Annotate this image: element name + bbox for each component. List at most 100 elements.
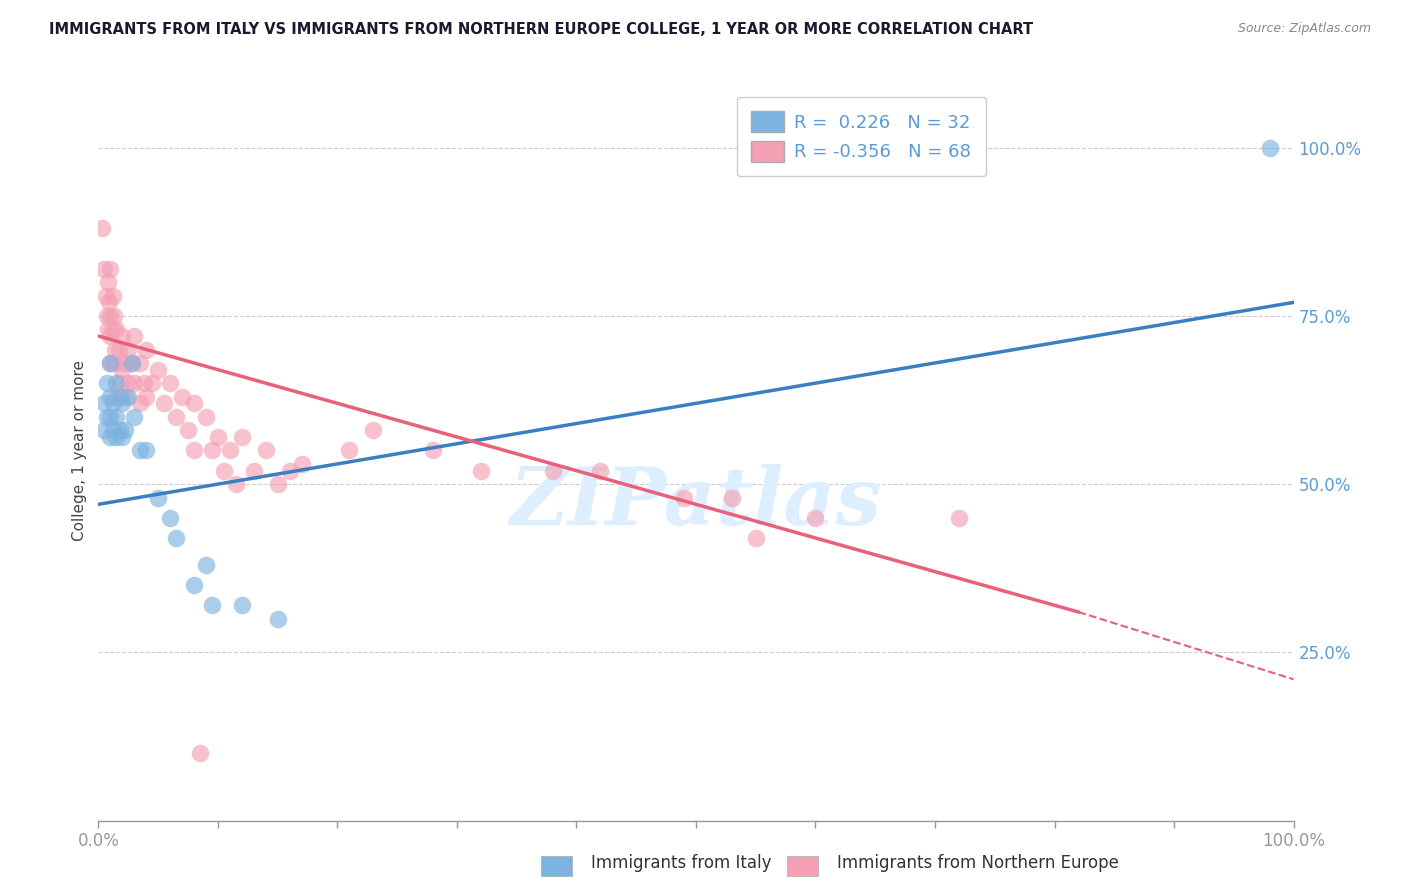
Point — [201, 443, 224, 458]
Point — [129, 356, 152, 370]
Point — [291, 457, 314, 471]
Point — [101, 423, 124, 437]
Point — [101, 396, 124, 410]
Point — [108, 423, 131, 437]
Point — [98, 295, 121, 310]
Point — [94, 288, 117, 302]
Point — [148, 491, 170, 505]
Point — [117, 343, 139, 357]
Point — [124, 329, 146, 343]
Point — [207, 430, 229, 444]
Point — [97, 275, 120, 289]
Point — [105, 430, 128, 444]
Point — [117, 376, 139, 391]
Text: Immigrants from Northern Europe: Immigrants from Northern Europe — [837, 855, 1118, 872]
Text: IMMIGRANTS FROM ITALY VS IMMIGRANTS FROM NORTHERN EUROPE COLLEGE, 1 YEAR OR MORE: IMMIGRANTS FROM ITALY VS IMMIGRANTS FROM… — [49, 22, 1033, 37]
Point — [96, 309, 118, 323]
Legend: R =  0.226   N = 32, R = -0.356   N = 68: R = 0.226 N = 32, R = -0.356 N = 68 — [737, 96, 986, 177]
Point — [129, 396, 152, 410]
Point — [114, 390, 136, 404]
Point — [278, 464, 301, 478]
Point — [117, 390, 139, 404]
Point — [108, 390, 131, 404]
Point — [105, 390, 128, 404]
Point — [225, 477, 247, 491]
Point — [132, 376, 155, 391]
Point — [105, 356, 128, 370]
Point — [177, 423, 200, 437]
Point — [159, 510, 181, 524]
Point — [267, 477, 290, 491]
Text: ZIPatlas: ZIPatlas — [510, 464, 882, 541]
Y-axis label: College, 1 year or more: College, 1 year or more — [72, 360, 87, 541]
Point — [103, 309, 125, 323]
Point — [219, 443, 242, 458]
Point — [195, 409, 218, 424]
Point — [1258, 140, 1281, 154]
Point — [745, 531, 768, 545]
Point — [105, 376, 128, 391]
Point — [101, 322, 124, 336]
Point — [254, 443, 277, 458]
Point — [111, 396, 134, 410]
Point — [135, 343, 157, 357]
Point — [721, 491, 744, 505]
Point — [201, 599, 224, 613]
Point — [589, 464, 612, 478]
Point — [183, 443, 205, 458]
Point — [96, 376, 118, 391]
Point — [470, 464, 492, 478]
Point — [124, 376, 146, 391]
Point — [135, 390, 157, 404]
Point — [96, 409, 118, 424]
Point — [422, 443, 444, 458]
Point — [98, 390, 122, 404]
Point — [93, 423, 115, 437]
Point — [121, 356, 143, 370]
Point — [98, 409, 122, 424]
Point — [91, 221, 114, 235]
Point — [111, 430, 134, 444]
Point — [148, 362, 170, 376]
Point — [121, 356, 143, 370]
Point — [93, 396, 115, 410]
Point — [141, 376, 163, 391]
Point — [101, 356, 124, 370]
Point — [108, 376, 131, 391]
Point — [212, 464, 235, 478]
Point — [105, 409, 128, 424]
Point — [97, 322, 120, 336]
Point — [93, 261, 115, 276]
Point — [195, 558, 218, 572]
Point — [98, 356, 122, 370]
Point — [153, 396, 176, 410]
Point — [159, 376, 181, 391]
Point — [98, 430, 122, 444]
Point — [104, 343, 127, 357]
Point — [105, 322, 128, 336]
Text: Source: ZipAtlas.com: Source: ZipAtlas.com — [1237, 22, 1371, 36]
Point — [98, 309, 122, 323]
Point — [339, 443, 361, 458]
Point — [114, 423, 136, 437]
Point — [129, 443, 152, 458]
Point — [165, 531, 187, 545]
Point — [363, 423, 385, 437]
Point — [98, 329, 122, 343]
Point — [183, 578, 205, 592]
Point — [135, 443, 157, 458]
Text: Immigrants from Italy: Immigrants from Italy — [591, 855, 770, 872]
Point — [101, 288, 124, 302]
Point — [231, 430, 253, 444]
Point — [114, 356, 136, 370]
Point — [541, 464, 564, 478]
Point — [172, 390, 194, 404]
Point — [165, 409, 187, 424]
Point — [267, 612, 290, 626]
Point — [188, 747, 211, 761]
Point — [231, 599, 253, 613]
Point — [243, 464, 266, 478]
Point — [107, 343, 129, 357]
Point — [98, 261, 122, 276]
Point — [111, 362, 134, 376]
